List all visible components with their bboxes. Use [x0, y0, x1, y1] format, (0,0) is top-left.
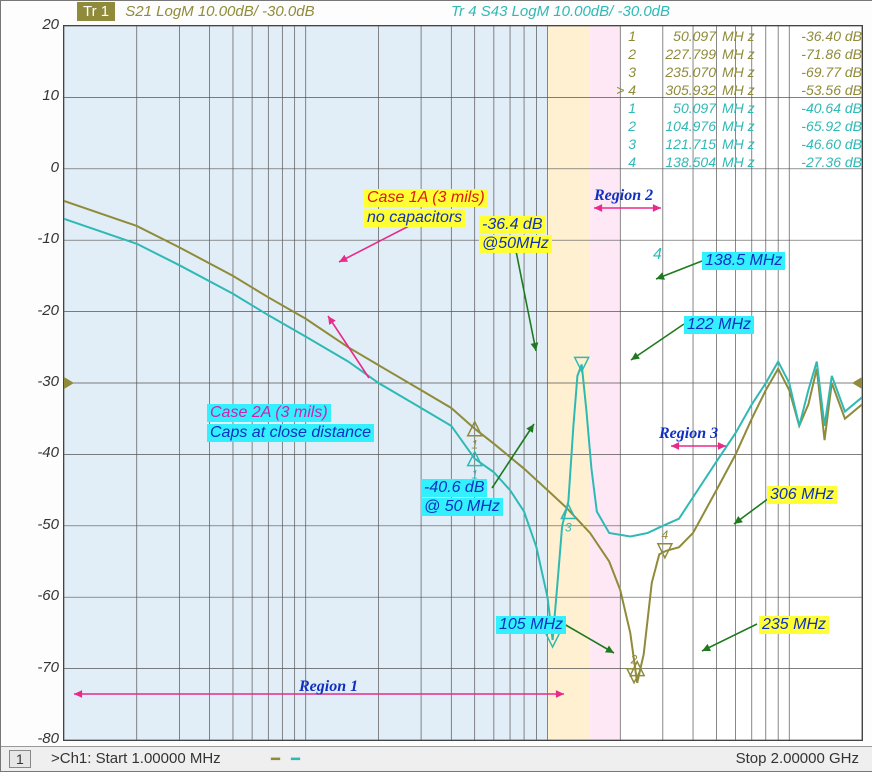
- annotation-case1a: Case 1A (3 mils): [364, 189, 488, 207]
- y-tick-label: -10: [9, 230, 59, 247]
- y-tick-label: 10: [9, 87, 59, 104]
- trace-header: Tr 1 S21 LogM 10.00dB/ -30.0dB Tr 4 S43 …: [1, 1, 872, 25]
- annotation-m40: -40.6 dB: [421, 479, 487, 497]
- marker-row: 3235.070MH z-69.77 dB: [64, 64, 862, 80]
- annotation-r2: Region 2: [591, 187, 656, 205]
- ch1-badge[interactable]: 1: [9, 750, 31, 768]
- annotation-a235: 235 MHz: [759, 616, 829, 634]
- annotation-a306: 306 MHz: [767, 486, 837, 504]
- tr1-badge: Tr 1: [77, 2, 115, 21]
- marker-row: 150.097MH z-40.64 dB: [64, 100, 862, 116]
- annotation-case2a2: Caps at close distance: [207, 424, 374, 442]
- start-freq-label: >Ch1: Start 1.00000 MHz: [51, 750, 221, 767]
- annotation-case2a: Case 2A (3 mils): [207, 404, 331, 422]
- marker-row: 3121.715MH z-46.60 dB: [64, 136, 862, 152]
- marker-row: 2104.976MH z-65.92 dB: [64, 118, 862, 134]
- y-tick-label: -50: [9, 516, 59, 533]
- annotation-m36: -36.4 dB: [479, 216, 545, 234]
- y-tick-label: -30: [9, 373, 59, 390]
- annotation-case1a2: no capacitors: [364, 209, 465, 227]
- annotation-m40b: @ 50 MHz: [421, 498, 503, 516]
- y-tick-label: -40: [9, 444, 59, 461]
- stop-freq-label: Stop 2.00000 GHz: [736, 750, 859, 767]
- annotation-a138: 138.5 MHz: [702, 252, 785, 270]
- annotation-m36b: @50MHz: [479, 235, 552, 253]
- svg-text:3: 3: [565, 521, 572, 535]
- plot-area: 112324 150.097MH z-36.40 dB2227.799MH z-…: [63, 25, 863, 741]
- annotation-r1: Region 1: [296, 678, 361, 696]
- y-tick-label: -80: [9, 730, 59, 747]
- tr1-label: S21 LogM 10.00dB/ -30.0dB: [125, 3, 314, 20]
- marker-row: 4138.504MH z-27.36 dB: [64, 154, 862, 170]
- annotation-a122: 122 MHz: [684, 316, 754, 334]
- marker-row: 150.097MH z-36.40 dB: [64, 28, 862, 44]
- marker-row: > 4305.932MH z-53.56 dB: [64, 82, 862, 98]
- tr4-label: Tr 4 S43 LogM 10.00dB/ -30.0dB: [451, 3, 670, 20]
- marker-row: 2227.799MH z-71.86 dB: [64, 46, 862, 62]
- y-tick-label: 20: [9, 16, 59, 33]
- y-tick-label: -60: [9, 587, 59, 604]
- y-tick-label: 0: [9, 159, 59, 176]
- annotation-mk4: 4: [650, 246, 665, 264]
- annotation-r3: Region 3: [656, 425, 721, 443]
- channel-footer: 1 >Ch1: Start 1.00000 MHz ━ ━ Stop 2.000…: [1, 746, 872, 771]
- svg-text:4: 4: [662, 528, 669, 542]
- vna-window: Tr 1 S21 LogM 10.00dB/ -30.0dB Tr 4 S43 …: [0, 0, 872, 772]
- annotation-a105: 105 MHz: [496, 616, 566, 634]
- y-tick-label: -70: [9, 659, 59, 676]
- svg-text:1: 1: [471, 438, 478, 452]
- y-tick-label: -20: [9, 302, 59, 319]
